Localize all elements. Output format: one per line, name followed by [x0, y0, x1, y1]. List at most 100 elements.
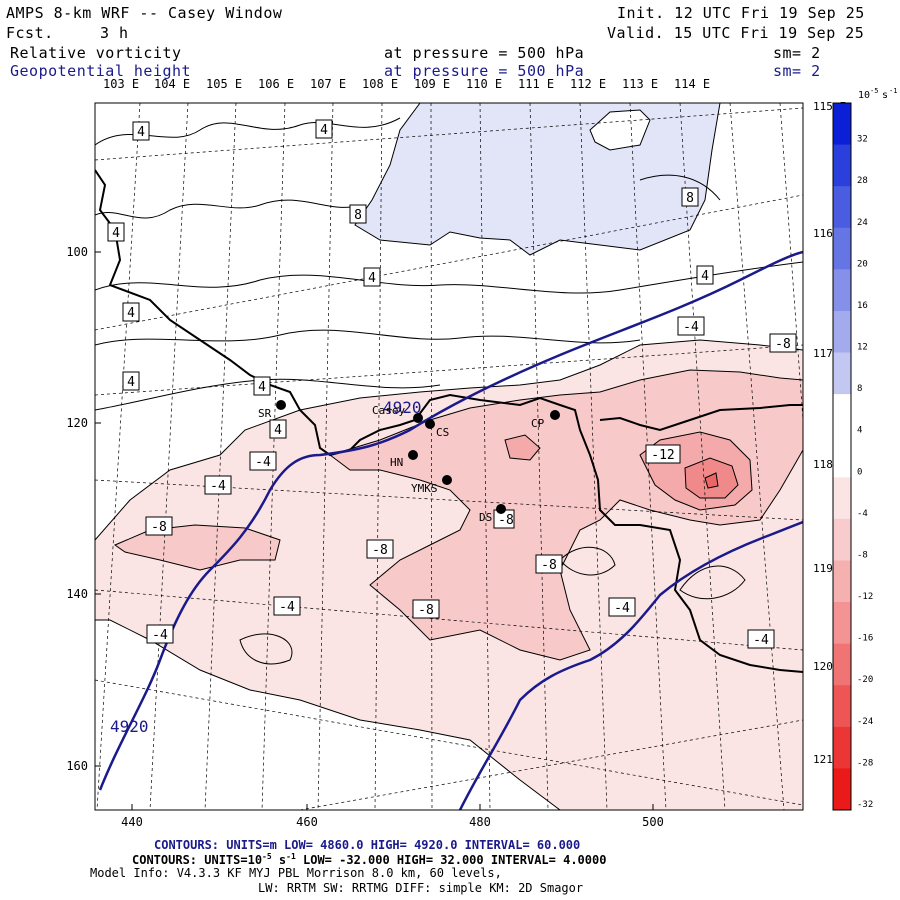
contour-label: -4: [273, 596, 301, 616]
contour-label: 4: [122, 302, 140, 322]
neg-vorticity-8-west: [113, 524, 281, 571]
svg-text:480: 480: [469, 815, 491, 829]
contour-label: -8: [769, 333, 797, 353]
lon-label: 114 E: [674, 77, 711, 91]
svg-text:-4: -4: [753, 633, 769, 648]
colorbar-tick-label: 24: [857, 218, 868, 228]
colorbar-unit-exp: -5: [870, 87, 878, 95]
coastline: [95, 169, 803, 673]
colorbar-segment: [833, 602, 851, 645]
neg-vorticity-12-b: [504, 434, 541, 461]
station-label: Casey: [372, 404, 405, 417]
contour-label: -8: [493, 509, 515, 529]
vorticity-labels: 4 4 8 4 4 4 4 8 4 -4 -8 4 4 -4 -12 -4 -8…: [107, 119, 797, 649]
field2-level: at pressure = 500 hPa: [384, 62, 585, 80]
latlon-grid: [95, 103, 803, 810]
svg-text:4: 4: [701, 269, 709, 284]
svg-text:4: 4: [368, 271, 376, 286]
field2-smoothing: sm= 2: [773, 62, 821, 80]
colorbar-segment: [833, 726, 851, 769]
station-marker: [425, 419, 435, 429]
station-marker: [550, 410, 560, 420]
contour-label: 4: [122, 371, 140, 391]
colorbar-tick-label: -24: [857, 717, 873, 727]
colorbar-tick-label: -20: [857, 675, 873, 685]
colorbar-tick-label: 12: [857, 343, 868, 353]
svg-text:100: 100: [66, 245, 88, 259]
lon-label: 105 E: [206, 77, 243, 91]
colorbar-segment: [833, 768, 851, 811]
lon-label: 103 E: [103, 77, 140, 91]
contour-label: 4: [269, 419, 287, 439]
forecast-label: Fcst.: [6, 24, 54, 42]
colorbar-segment: [833, 144, 851, 187]
colorbar-segment: [833, 435, 851, 478]
axis-ticks: [95, 251, 654, 810]
station-label: YMKS: [411, 482, 438, 495]
contour-label: -12: [645, 444, 681, 464]
svg-text:4: 4: [137, 125, 145, 140]
contour-label: -4: [146, 624, 174, 644]
vort-info-c: LOW= -32.000 HIGH= 32.000 INTERVAL= 4.00…: [295, 853, 607, 867]
station-marker: [408, 450, 418, 460]
contour-label: -4: [204, 475, 232, 495]
lon-label: 113 E: [622, 77, 659, 91]
forecast-hour: 3 h: [100, 24, 129, 42]
svg-text:-4: -4: [152, 628, 168, 643]
field1-name: Relative vorticity: [10, 44, 182, 62]
svg-text:-8: -8: [775, 337, 791, 352]
colorbar-unit-base: 10: [858, 90, 870, 101]
color-bar: 32 28 24 20 16 12 8 4 0 -4 -8 -12 -16 -20 -24 -28 -32: [832, 102, 873, 811]
contour-label: 4: [132, 121, 150, 141]
stations: SR Casey CS HN YMKS DS CP: [258, 400, 560, 524]
svg-text:4: 4: [320, 123, 328, 138]
colorbar-tick-label: 20: [857, 259, 868, 269]
field1-level: at pressure = 500 hPa: [384, 44, 585, 62]
svg-text:140: 140: [66, 587, 88, 601]
contour-label: -4: [747, 629, 775, 649]
colorbar-segment: [833, 643, 851, 686]
svg-text:8: 8: [354, 208, 362, 223]
svg-text:-4: -4: [683, 320, 699, 335]
colorbar-segment: [833, 269, 851, 312]
height-label: 4920: [383, 398, 422, 417]
svg-text:-4: -4: [279, 600, 295, 615]
colorbar-frame: [832, 102, 852, 811]
colorbar-tick-label: -8: [857, 550, 868, 560]
x-axis-labels: 440 460 480 500: [121, 815, 664, 829]
colorbar-tick-label: -32: [857, 800, 873, 810]
contour-label: -8: [366, 539, 394, 559]
svg-text:8: 8: [686, 191, 694, 206]
neg-vorticity-20: [704, 472, 719, 489]
contour-label: 8: [349, 204, 367, 224]
svg-text:160: 160: [66, 759, 88, 773]
colorbar-segment: [833, 103, 851, 146]
contour-label: -8: [412, 599, 440, 619]
vort-info-b: s: [271, 853, 287, 867]
station-label: CS: [436, 426, 449, 439]
field1-smoothing: sm= 2: [773, 44, 821, 62]
svg-text:4: 4: [274, 423, 282, 438]
colorbar-segment: [833, 186, 851, 229]
positive-vorticity-area: [354, 103, 721, 256]
vort-info-exp1: -5: [262, 852, 272, 861]
colorbar-segment: [833, 352, 851, 395]
colorbar-tick-label: 0: [857, 467, 862, 477]
svg-text:-4: -4: [614, 601, 630, 616]
colorbar-tick-label: 8: [857, 384, 862, 394]
colorbar-segment: [833, 518, 851, 561]
svg-text:-4: -4: [210, 479, 226, 494]
svg-text:-12: -12: [651, 448, 674, 463]
map-title: AMPS 8-km WRF -- Casey Window: [6, 4, 283, 22]
contour-label: -8: [535, 554, 563, 574]
contour-label: 8: [681, 187, 699, 207]
colorbar-tick-label: 28: [857, 176, 868, 186]
svg-text:120: 120: [66, 416, 88, 430]
plot-frame: [94, 102, 804, 811]
station-label: CP: [531, 417, 545, 430]
vort-info-a: CONTOURS: UNITS=10: [132, 853, 263, 867]
contour-label: 4: [363, 267, 381, 287]
contour-label: -4: [608, 597, 636, 617]
vorticity-contour-info: CONTOURS: UNITS=10-5 s-1 LOW= -32.000 HI…: [132, 852, 606, 867]
contour-label: 4: [253, 376, 271, 396]
